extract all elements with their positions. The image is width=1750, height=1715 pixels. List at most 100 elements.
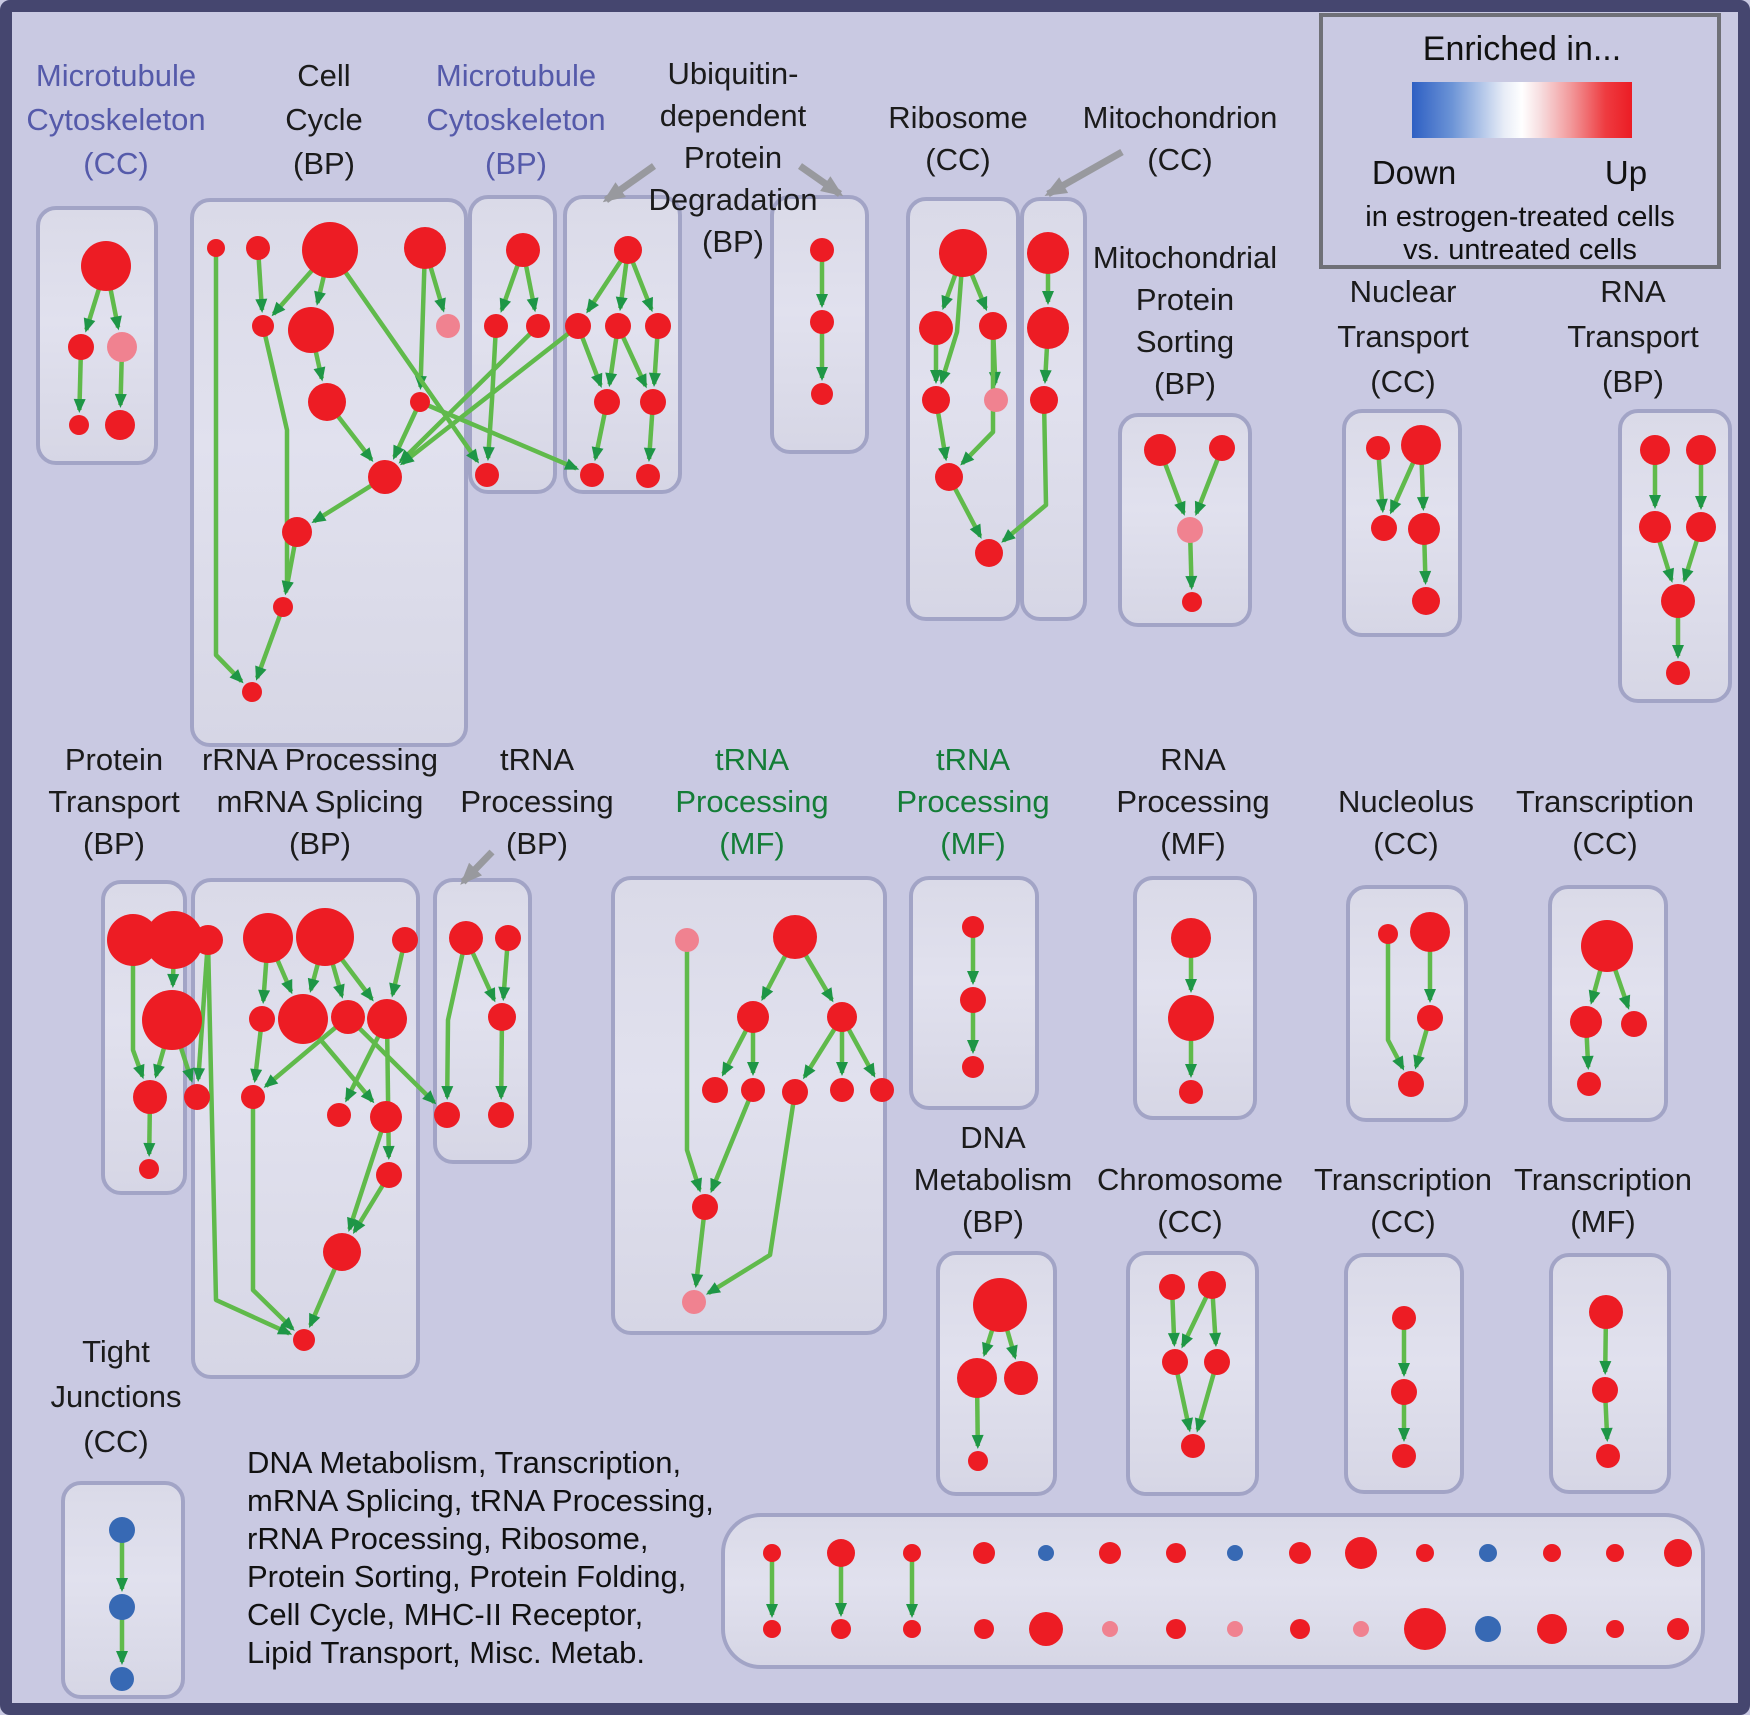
go-term-node-dna-metabolism-bp-2	[1004, 1361, 1038, 1395]
go-term-node-transcription-cc-upper-3	[1577, 1072, 1601, 1096]
go-term-node-ribosome-cc-6	[975, 539, 1003, 567]
cluster-label-microtubule-cytoskeleton-bp-line2: (BP)	[485, 146, 547, 181]
go-term-node-trna-processing-mf-large-2	[737, 1001, 769, 1033]
cluster-label-chromosome-cc-line0: Chromosome	[1097, 1162, 1283, 1197]
cluster-label-nuclear-transport-cc-line2: (CC)	[1370, 364, 1435, 399]
go-term-node-chromosome-cc-1	[1198, 1271, 1226, 1299]
go-term-node-ribosome-cc-2	[979, 312, 1007, 340]
edge-arrow-cross	[398, 324, 540, 464]
go-term-node-transcription-mf-1	[1592, 1377, 1618, 1403]
go-term-node-cell-cycle-bp-6	[436, 314, 460, 338]
go-term-node-chromosome-cc-4	[1181, 1434, 1205, 1458]
go-term-node-rna-transport-bp-2	[1639, 511, 1671, 543]
go-term-node-rrna-processing-mrna-splicing-bp-1	[243, 913, 293, 963]
bottom-strip-node-bottom-13	[1606, 1620, 1624, 1638]
go-term-node-trna-processing-mf-large-3	[827, 1002, 857, 1032]
go-term-node-ubiquitin-degradation-bp-right-1	[810, 310, 834, 334]
bottom-strip-node-top-9	[1345, 1537, 1377, 1569]
go-term-node-cell-cycle-bp-5	[288, 307, 334, 353]
cluster-label-cell-cycle-bp-line0: Cell	[297, 58, 350, 93]
go-term-node-mitochondrial-protein-sorting-bp-0	[1144, 434, 1176, 466]
edge-arrow-ribosome-cc	[939, 252, 966, 385]
go-term-node-microtubule-cytoskeleton-bp-3	[475, 463, 499, 487]
go-term-node-rna-transport-bp-1	[1686, 435, 1716, 465]
edge-arrow-cell-cycle-bp	[213, 248, 244, 684]
cluster-label-tight-junctions-cc-line0: Tight	[82, 1334, 150, 1369]
bottom-strip-node-top-7	[1227, 1545, 1243, 1561]
edge-arrow-nucleolus-cc	[1385, 934, 1405, 1071]
go-term-node-microtubule-cytoskeleton-bp-2	[526, 314, 550, 338]
cluster-label-mitochondrial-protein-sorting-bp-line2: Sorting	[1136, 324, 1234, 359]
cluster-box-dna-metabolism-bp	[936, 1251, 1057, 1496]
go-term-node-rrna-processing-mrna-splicing-bp-5	[278, 994, 328, 1044]
cluster-label-tight-junctions-cc-line2: (CC)	[83, 1424, 148, 1459]
cluster-label-mitochondrial-protein-sorting-bp-line1: Protein	[1136, 282, 1234, 317]
edge-arrow-cross	[1001, 399, 1049, 543]
go-term-node-transcription-cc-lower-0	[1392, 1306, 1416, 1330]
bottom-strip-node-top-14	[1664, 1539, 1692, 1567]
bottom-strip-node-top-13	[1606, 1544, 1624, 1562]
go-term-node-rrna-processing-mrna-splicing-bp-9	[241, 1085, 265, 1109]
bottom-strip-node-bottom-4	[1029, 1612, 1063, 1646]
label-pointer-arrow-2	[1044, 148, 1124, 198]
cluster-label-rna-processing-mf-line0: RNA	[1160, 742, 1226, 777]
cluster-box-chromosome-cc	[1126, 1251, 1259, 1496]
cluster-label-transcription-cc-lower-line0: Transcription	[1314, 1162, 1492, 1197]
go-term-node-microtubule-cytoskeleton-cc-1	[68, 334, 94, 360]
bottom-strip-node-bottom-5	[1102, 1621, 1118, 1637]
cluster-label-trna-processing-bp-line1: Processing	[460, 784, 613, 819]
go-term-node-ubiquitin-degradation-bp-left-0	[614, 236, 642, 264]
go-term-node-trna-processing-mf-large-4	[702, 1077, 728, 1103]
bottom-strip-node-top-3	[973, 1542, 995, 1564]
go-term-node-protein-transport-bp-4	[139, 1159, 159, 1179]
bottom-strip-node-top-4	[1038, 1545, 1054, 1561]
bottom-strip-node-top-8	[1289, 1542, 1311, 1564]
edge-arrow-cell-cycle-bp	[414, 247, 428, 390]
go-term-node-cell-cycle-bp-7	[308, 383, 346, 421]
cluster-label-microtubule-cytoskeleton-bp-line0: Microtubule	[436, 58, 596, 93]
layer-nodes	[68, 222, 1716, 1691]
cluster-label-trna-processing-mf-small-line0: tRNA	[936, 742, 1010, 777]
go-term-node-rrna-processing-mrna-splicing-bp-7	[367, 999, 407, 1039]
go-term-node-rrna-processing-mrna-splicing-bp-2	[296, 908, 354, 966]
go-term-node-tight-junctions-cc-2	[110, 1667, 134, 1691]
cluster-label-mitochondrion-cc-line1: (CC)	[1147, 142, 1212, 177]
go-term-node-ubiquitin-degradation-bp-left-3	[645, 313, 671, 339]
go-term-node-ribosome-cc-0	[939, 229, 987, 277]
cluster-label-mitochondrion-cc-line0: Mitochondrion	[1083, 100, 1278, 135]
go-term-node-ubiquitin-degradation-bp-left-5	[640, 389, 666, 415]
bottom-strip-node-bottom-8	[1290, 1619, 1310, 1639]
edge-arrow-rrna-processing-mrna-splicing-bp	[205, 939, 293, 1336]
cluster-label-cell-cycle-bp-line1: Cycle	[285, 102, 363, 137]
go-term-node-mitochondrion-cc-1	[1027, 307, 1069, 349]
go-term-node-cell-cycle-bp-8	[410, 392, 430, 412]
edge-arrow-trna-processing-mf-large	[705, 1091, 798, 1296]
bottom-strip-node-top-11	[1479, 1544, 1497, 1562]
go-term-node-ribosome-cc-3	[922, 386, 950, 414]
go-term-node-ubiquitin-degradation-bp-left-2	[605, 313, 631, 339]
cluster-label-trna-processing-mf-large-line2: (MF)	[719, 826, 784, 861]
go-term-node-ubiquitin-degradation-bp-left-1	[565, 313, 591, 339]
cluster-label-dna-metabolism-bp-line1: Metabolism	[914, 1162, 1073, 1197]
cluster-label-rrna-processing-mrna-splicing-bp-line2: (BP)	[289, 826, 351, 861]
cluster-box-ribosome-cc	[906, 197, 1020, 621]
go-term-node-rna-transport-bp-4	[1661, 584, 1695, 618]
go-term-node-mitochondrial-protein-sorting-bp-2	[1177, 517, 1203, 543]
go-term-node-rrna-processing-mrna-splicing-bp-14	[293, 1329, 315, 1351]
cluster-label-chromosome-cc-line1: (CC)	[1157, 1204, 1222, 1239]
footnote-text-line-3: Protein Sorting, Protein Folding,	[247, 1559, 686, 1594]
edge-arrow-rrna-processing-mrna-splicing-bp	[382, 1018, 395, 1160]
go-term-node-transcription-cc-upper-2	[1621, 1011, 1647, 1037]
cluster-label-microtubule-cytoskeleton-cc-line0: Microtubule	[36, 58, 196, 93]
bottom-strip-node-bottom-2	[903, 1620, 921, 1638]
go-term-node-dna-metabolism-bp-1	[957, 1358, 997, 1398]
go-term-node-rrna-processing-mrna-splicing-bp-0	[193, 925, 223, 955]
go-term-node-rrna-processing-mrna-splicing-bp-13	[323, 1233, 361, 1271]
go-term-node-microtubule-cytoskeleton-bp-0	[506, 233, 540, 267]
go-term-node-ribosome-cc-1	[919, 311, 953, 345]
cluster-label-ribosome-cc-line0: Ribosome	[888, 100, 1028, 135]
footnote-text-line-5: Lipid Transport, Misc. Metab.	[247, 1635, 645, 1670]
go-term-node-transcription-mf-2	[1596, 1444, 1620, 1468]
cluster-label-nucleolus-cc-line1: (CC)	[1373, 826, 1438, 861]
cluster-label-nuclear-transport-cc-line0: Nuclear	[1350, 274, 1457, 309]
